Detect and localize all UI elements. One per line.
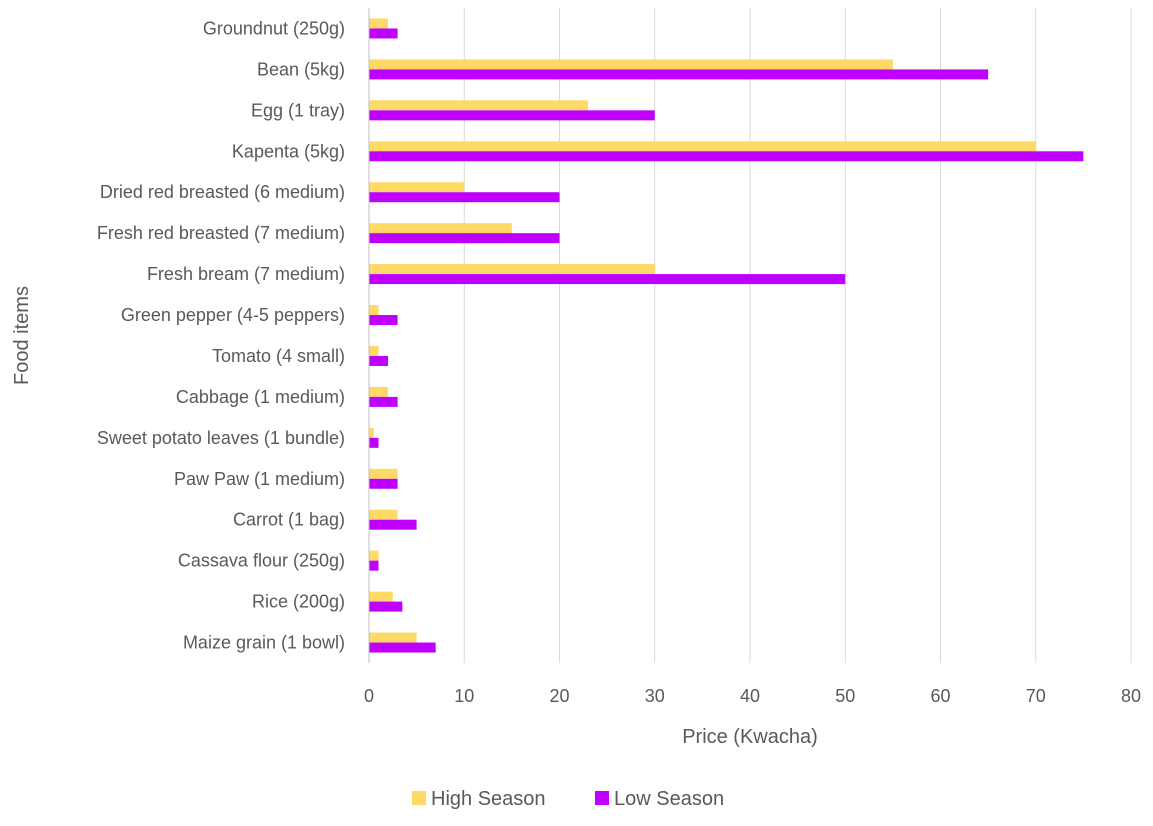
bar-low-season: [369, 437, 379, 448]
bar-high-season: [369, 509, 398, 520]
category-label: Carrot (1 bag): [233, 510, 345, 530]
category-label: Fresh red breasted (7 medium): [97, 223, 345, 243]
x-axis-title: Price (Kwacha): [682, 726, 818, 748]
bar-low-season: [369, 151, 1084, 162]
category-label: Green pepper (4-5 peppers): [121, 305, 345, 325]
bar-high-season: [369, 632, 417, 643]
bar-high-season: [369, 591, 393, 602]
bar-low-season: [369, 274, 846, 285]
bar-low-season: [369, 478, 398, 489]
x-tick-label: 10: [454, 686, 474, 706]
x-tick-label: 60: [930, 686, 950, 706]
legend-swatch-high-season: [412, 791, 426, 805]
bar-high-season: [369, 427, 374, 438]
bar-low-season: [369, 560, 379, 571]
bar-low-season: [369, 355, 389, 366]
x-tick-label: 20: [549, 686, 569, 706]
bars: [369, 18, 1084, 653]
bar-high-season: [369, 59, 893, 70]
bar-low-season: [369, 642, 436, 653]
category-label: Rice (200g): [252, 592, 345, 612]
bar-high-season: [369, 345, 379, 356]
bar-high-season: [369, 264, 655, 275]
category-labels: Groundnut (250g) Bean (5kg) Egg (1 tray) Ka…: [97, 18, 345, 652]
bar-high-season: [369, 100, 589, 111]
bar-low-season: [369, 315, 398, 326]
bar-low-season: [369, 192, 560, 203]
category-label: Paw Paw (1 medium): [174, 469, 345, 489]
bar-low-season: [369, 601, 403, 612]
bar-low-season: [369, 519, 417, 530]
legend-label-low-season: Low Season: [614, 788, 724, 810]
x-tick-label: 80: [1121, 686, 1141, 706]
bar-high-season: [369, 550, 379, 561]
bar-high-season: [369, 305, 379, 316]
category-label: Kapenta (5kg): [232, 141, 345, 161]
x-tick-label: 40: [740, 686, 760, 706]
category-label: Cabbage (1 medium): [176, 387, 345, 407]
category-label: Egg (1 tray): [251, 100, 345, 120]
category-label: Sweet potato leaves (1 bundle): [97, 428, 345, 448]
category-label: Cassava flour (250g): [178, 551, 345, 571]
y-axis-title: Food items: [11, 286, 33, 385]
bar-low-season: [369, 110, 655, 121]
category-label: Groundnut (250g): [203, 18, 345, 38]
bar-high-season: [369, 468, 398, 479]
x-tick-label: 30: [645, 686, 665, 706]
bar-high-season: [369, 141, 1036, 152]
legend: High Season Low Season: [412, 788, 724, 810]
bar-high-season: [369, 182, 465, 193]
category-label: Maize grain (1 bowl): [183, 633, 345, 653]
x-tick-label: 70: [1026, 686, 1046, 706]
bar-high-season: [369, 18, 389, 29]
legend-swatch-low-season: [595, 791, 609, 805]
category-label: Tomato (4 small): [212, 346, 345, 366]
bar-high-season: [369, 223, 512, 234]
bar-high-season: [369, 386, 389, 397]
category-label: Dried red breasted (6 medium): [100, 182, 345, 202]
category-label: Bean (5kg): [257, 59, 345, 79]
bar-low-season: [369, 69, 989, 80]
bar-low-season: [369, 396, 398, 407]
x-tick-label: 50: [835, 686, 855, 706]
x-tick-labels: 0 10 20 30 40 50 60 70 80: [364, 686, 1141, 706]
bar-low-season: [369, 28, 398, 39]
x-tick-label: 0: [364, 686, 374, 706]
category-label: Fresh bream (7 medium): [147, 264, 345, 284]
bar-low-season: [369, 233, 560, 244]
legend-label-high-season: High Season: [431, 788, 546, 810]
